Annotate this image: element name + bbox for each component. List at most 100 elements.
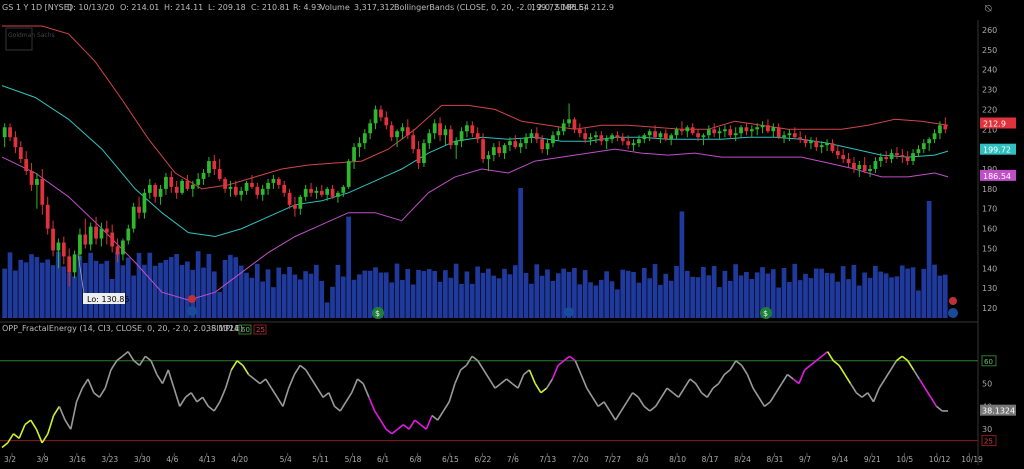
volume-bar — [631, 272, 636, 318]
volume-bar — [464, 271, 470, 318]
price-header: GS 1 Y 1D [NYSE] D: 10/13/20 O: 214.01 H… — [2, 2, 992, 15]
fractal-energy-study-label[interactable]: OPP_FractalEnergy (14, CI3, CLOSE, 0, 20… — [2, 324, 243, 333]
candle-body — [454, 141, 459, 146]
fe-segment — [545, 378, 554, 389]
symbol-label[interactable]: GS 1 Y 1D [NYSE] — [2, 3, 72, 12]
candle-body — [137, 206, 141, 213]
volume-bar — [894, 276, 900, 318]
volume-bar — [443, 270, 448, 318]
volume-bar — [701, 266, 706, 318]
candle-body — [174, 186, 179, 193]
volume-bar — [636, 282, 642, 318]
fe-segment — [93, 392, 100, 398]
volume-bar — [609, 281, 615, 318]
candle-body — [190, 184, 195, 189]
volume-bar — [340, 276, 346, 318]
price-tick-label: 140 — [982, 264, 997, 273]
volume-bar — [598, 279, 604, 318]
candle-body — [755, 127, 760, 130]
candle-body — [932, 133, 937, 140]
volume-bar — [287, 266, 292, 318]
fe-segment — [614, 410, 622, 421]
earnings-icon[interactable] — [564, 307, 574, 317]
date-tick-label: 4/13 — [199, 455, 216, 464]
fe-segment — [213, 401, 221, 412]
volume-bar — [502, 268, 507, 318]
fe-segment — [912, 369, 921, 380]
candle-body — [201, 172, 206, 179]
fe-segment — [35, 428, 43, 444]
date-tick-label: 3/2 — [4, 455, 16, 464]
price-tick-label: 250 — [982, 46, 997, 55]
volume-bar — [61, 266, 67, 318]
fe-segment — [838, 364, 846, 375]
fe-segment — [18, 424, 26, 439]
volume-bar — [469, 283, 475, 318]
volume-bar — [23, 262, 29, 318]
volume-bar — [432, 270, 437, 318]
volume-bar — [620, 269, 626, 318]
candle-body — [250, 182, 254, 187]
candle-body — [384, 117, 389, 126]
bollinger-study-label[interactable]: BollingerBands (CLOSE, 0, 20, -2.0, 2.0,… — [394, 3, 587, 12]
candle-body — [728, 129, 733, 136]
bb-upper-line — [2, 25, 949, 190]
volume-bar — [120, 265, 126, 318]
fe-segment — [506, 378, 513, 385]
volume-bars — [2, 188, 948, 318]
range-label: R: 4.93 — [293, 3, 321, 12]
candle-body — [153, 184, 158, 197]
fe-segment — [689, 378, 697, 385]
candle-body — [35, 178, 39, 185]
fe-segment — [637, 396, 645, 407]
dividend-icon-glyph: $ — [375, 309, 380, 318]
fe-segment — [609, 410, 617, 421]
fe-segment — [758, 396, 766, 407]
candle-body — [545, 143, 550, 150]
date-tick-label: 6/8 — [409, 455, 421, 464]
volume-bar — [389, 282, 394, 318]
fe-segment — [884, 369, 892, 380]
fe-segment — [643, 405, 651, 412]
volume-bar — [534, 264, 540, 318]
date-tick-label: 4/20 — [231, 455, 248, 464]
earnings-icon[interactable] — [187, 306, 197, 316]
volume-bar — [749, 279, 755, 318]
fe-segment — [855, 392, 863, 398]
volume-bar — [228, 254, 233, 318]
low-marker-label: Lo: 130.85 — [87, 295, 129, 304]
date-tick-label: 3/16 — [69, 455, 86, 464]
candle-body — [508, 141, 512, 146]
zoom-icon[interactable]: ⍉ — [985, 2, 992, 15]
volume-bar — [529, 283, 534, 318]
candle-body — [352, 147, 356, 162]
candle-body — [486, 155, 491, 160]
fe-segment — [746, 374, 754, 389]
volume-bar — [776, 287, 781, 318]
volume-bar — [846, 279, 851, 318]
earnings-icon[interactable] — [948, 308, 958, 318]
fe-segment — [356, 378, 364, 385]
volume-bar — [523, 272, 529, 318]
volume-bar — [410, 284, 416, 318]
dividend-icon[interactable] — [372, 307, 384, 319]
volume-bar — [475, 266, 480, 318]
candle-body — [835, 151, 840, 156]
fe-segment — [110, 360, 118, 371]
split-icon[interactable] — [949, 297, 957, 305]
fe-segment — [494, 382, 502, 389]
volume-bar — [195, 251, 201, 318]
candle-body — [459, 131, 464, 142]
volume-bar — [867, 277, 873, 318]
fe-segment — [620, 401, 628, 412]
fe-segment — [907, 360, 915, 371]
dividend-icon[interactable] — [760, 307, 772, 319]
candle-body — [40, 178, 45, 205]
volume-bar — [82, 262, 88, 318]
fe-segment — [350, 378, 359, 394]
split-icon[interactable] — [188, 295, 196, 303]
fe-segment — [385, 428, 393, 435]
candle-body — [653, 131, 657, 138]
volume-bar — [394, 263, 400, 318]
